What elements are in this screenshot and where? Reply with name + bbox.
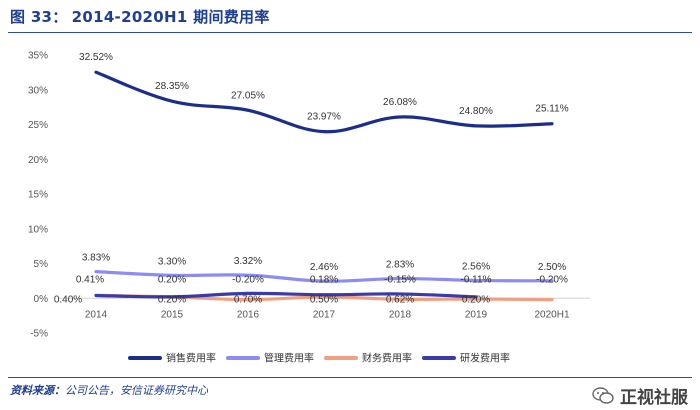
series-line-1 — [94, 70, 554, 134]
legend-label: 销售费用率 — [166, 352, 216, 365]
data-label: -0.15% — [384, 274, 416, 285]
data-label: 32.52% — [79, 52, 113, 63]
data-label: 0.18% — [310, 274, 338, 285]
data-label: 0.20% — [462, 294, 490, 305]
data-label: 0.40% — [54, 294, 82, 305]
x-tick-label: 2015 — [161, 309, 184, 320]
x-tick-label: 2019 — [465, 309, 488, 320]
y-tick-label: 0% — [34, 294, 49, 305]
data-label: 28.35% — [155, 81, 189, 92]
source-text: 公司公告，安信证券研究中心 — [65, 384, 208, 397]
data-label: 0.41% — [76, 274, 104, 285]
data-label: -0.11% — [461, 274, 492, 285]
y-tick-label: 35% — [28, 51, 48, 62]
figure-title-text: 2014-2020H1 期间费用率 — [71, 8, 270, 26]
data-label: 0.62% — [386, 294, 414, 305]
legend-label: 研发费用率 — [460, 352, 510, 365]
x-tick-label: 2020H1 — [534, 309, 569, 320]
x-tick-label: 2018 — [389, 309, 412, 320]
data-label: 3.83% — [82, 253, 110, 264]
x-tick-label: 2017 — [313, 309, 336, 320]
watermark: 正视社服 — [592, 383, 688, 408]
data-label: 2.56% — [462, 261, 490, 272]
wechat-icon — [592, 386, 614, 404]
series-line-4 — [94, 291, 478, 299]
y-tick-label: 5% — [34, 259, 49, 270]
data-label: 0.20% — [158, 294, 186, 305]
data-label: 3.30% — [158, 256, 186, 267]
title-rule — [8, 32, 692, 33]
y-tick-label: 30% — [28, 85, 48, 96]
data-label: 0.50% — [310, 294, 338, 305]
series-line-2 — [94, 270, 554, 283]
data-label: 2.83% — [386, 260, 414, 271]
data-label: -0.20% — [536, 274, 568, 285]
data-label: 27.05% — [231, 90, 265, 101]
data-label: 24.80% — [459, 106, 493, 117]
y-tick-label: 20% — [28, 155, 48, 166]
y-tick-label: 10% — [28, 224, 48, 235]
data-label: 25.11% — [535, 104, 568, 115]
x-tick-label: 2014 — [85, 309, 108, 320]
line-chart: 35% 30% 25% 20% 15% 10% 5% 0% -5% 2014 2015 2016 201… — [28, 51, 590, 365]
source-note: 资料来源：公司公告，安信证券研究中心 — [10, 382, 208, 398]
y-tick-label: 25% — [28, 120, 48, 131]
data-label: 0.70% — [234, 294, 262, 305]
data-label: 26.08% — [383, 97, 417, 108]
data-label: 23.97% — [307, 112, 341, 123]
x-tick-label: 2016 — [237, 309, 260, 320]
data-label: 2.50% — [538, 262, 566, 273]
y-tick-label: 15% — [28, 190, 48, 201]
y-tick-label: -5% — [30, 329, 48, 340]
data-label: 2.46% — [310, 262, 338, 273]
legend-label: 管理费用率 — [264, 352, 314, 365]
legend-label: 财务费用率 — [362, 352, 412, 365]
source-label: 资料来源： — [10, 384, 65, 397]
data-label: -0.20% — [232, 274, 264, 285]
data-label: 0.20% — [158, 274, 186, 285]
source-rule — [8, 377, 692, 378]
watermark-text: 正视社服 — [620, 388, 688, 408]
figure-number: 图 33： — [10, 8, 68, 26]
figure-title: 图 33： 2014-2020H1 期间费用率 — [10, 6, 690, 27]
data-label: 3.32% — [234, 256, 262, 267]
